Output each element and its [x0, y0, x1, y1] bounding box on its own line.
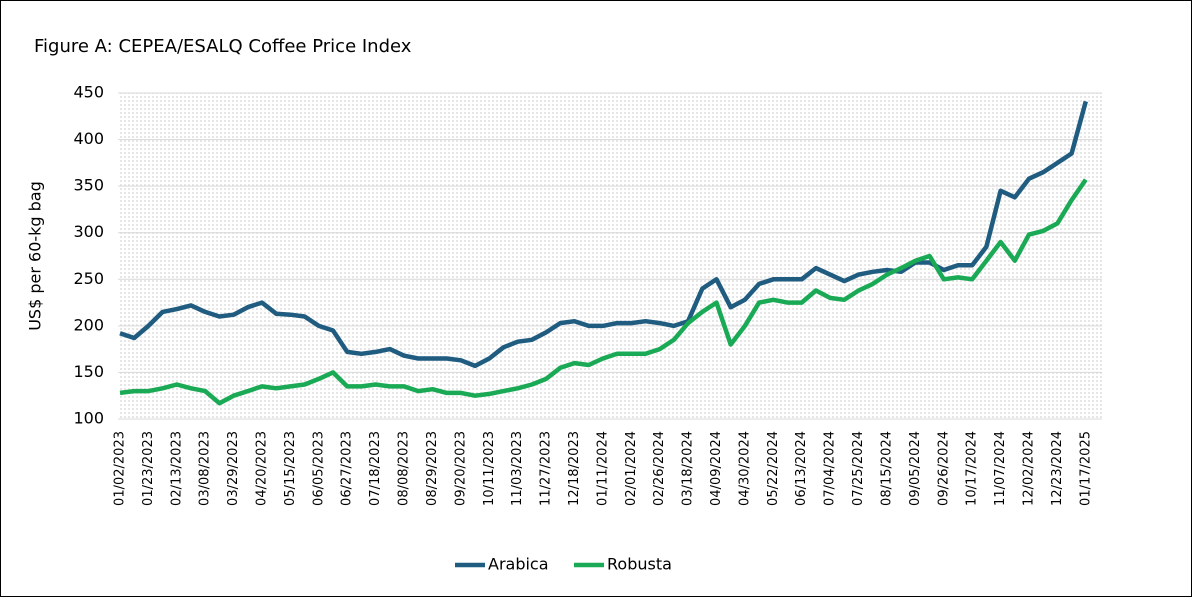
x-tick-label: 06/05/2023 — [311, 431, 326, 506]
legend-label: Arabica — [488, 555, 549, 574]
x-tick-label: 01/23/2023 — [141, 431, 156, 506]
x-tick-label: 04/09/2024 — [709, 431, 724, 506]
x-tick-label: 01/17/2025 — [1078, 431, 1093, 506]
y-tick-label: 300 — [73, 222, 104, 241]
x-tick-label: 03/29/2023 — [226, 431, 241, 506]
x-tick-label: 06/13/2024 — [794, 431, 809, 506]
x-tick-label: 12/18/2023 — [567, 431, 582, 506]
x-tick-label: 11/07/2024 — [993, 431, 1008, 506]
y-axis-label: US$ per 60-kg bag — [26, 181, 45, 331]
y-tick-label: 450 — [73, 83, 104, 102]
x-tick-label: 09/20/2023 — [453, 431, 468, 506]
x-tick-label: 06/27/2023 — [340, 431, 355, 506]
x-tick-label: 07/25/2024 — [851, 431, 866, 506]
x-tick-label: 11/03/2023 — [510, 431, 525, 506]
y-tick-label: 350 — [73, 176, 104, 195]
x-tick-label: 08/15/2024 — [879, 431, 894, 506]
y-tick-label: 200 — [73, 315, 104, 334]
x-tick-label: 03/18/2024 — [681, 431, 696, 506]
chart-title: Figure A: CEPEA/ESALQ Coffee Price Index — [34, 36, 412, 57]
x-tick-label: 02/26/2024 — [652, 431, 667, 506]
x-tick-label: 05/22/2024 — [766, 431, 781, 506]
x-tick-label: 04/20/2023 — [255, 431, 270, 506]
x-tick-label: 05/15/2023 — [283, 431, 298, 506]
x-tick-label: 09/26/2024 — [936, 431, 951, 506]
x-tick-label: 12/02/2024 — [1021, 431, 1036, 506]
x-tick-label: 02/13/2023 — [169, 431, 184, 506]
y-tick-label: 400 — [73, 129, 104, 148]
x-tick-label: 09/05/2024 — [908, 431, 923, 506]
x-tick-label: 01/11/2024 — [595, 431, 610, 506]
x-tick-label: 03/08/2023 — [198, 431, 213, 506]
x-tick-label: 07/18/2023 — [368, 431, 383, 506]
y-tick-label: 100 — [73, 409, 104, 428]
legend-label: Robusta — [607, 555, 672, 574]
x-tick-label: 04/30/2024 — [737, 431, 752, 506]
x-tick-label: 08/29/2023 — [425, 431, 440, 506]
x-tick-label: 02/01/2024 — [624, 431, 639, 506]
y-tick-label: 150 — [73, 362, 104, 381]
y-tick-label: 250 — [73, 269, 104, 288]
x-tick-label: 10/11/2023 — [482, 431, 497, 506]
x-tick-label: 10/17/2024 — [965, 431, 980, 506]
x-tick-label: 11/27/2023 — [539, 431, 554, 506]
x-tick-label: 08/08/2023 — [397, 431, 412, 506]
x-tick-label: 01/02/2023 — [113, 431, 128, 506]
line-1 — [119, 178, 1088, 406]
x-tick-label: 07/04/2024 — [823, 431, 838, 506]
plot-background — [118, 93, 1102, 419]
line-0 — [119, 100, 1088, 369]
x-tick-label: 12/23/2024 — [1050, 431, 1065, 506]
